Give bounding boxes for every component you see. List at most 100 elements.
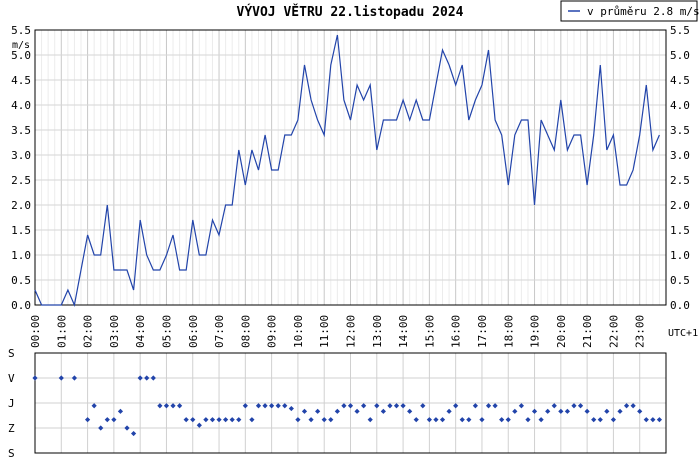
wind-direction-point <box>597 417 603 423</box>
dir-y-tick-label: J <box>8 397 15 410</box>
x-tick-label: 07:00 <box>213 315 226 348</box>
x-tick-label: 13:00 <box>371 315 384 348</box>
x-tick-label: 22:00 <box>607 315 620 348</box>
wind-direction-point <box>505 417 511 423</box>
wind-direction-point <box>249 417 255 423</box>
wind-direction-point <box>295 417 301 423</box>
y-tick-label-left: 4.5 <box>11 74 31 87</box>
wind-direction-point <box>367 417 373 423</box>
wind-direction-point <box>485 403 492 409</box>
wind-direction-point <box>117 408 124 414</box>
y-tick-label-right: 1.0 <box>670 249 690 262</box>
x-tick-label: 23:00 <box>634 315 647 348</box>
wind-direction-point <box>650 417 656 423</box>
wind-direction-point <box>216 417 222 423</box>
wind-direction-point <box>242 403 248 409</box>
y-tick-label-right: 2.0 <box>670 199 690 212</box>
wind-direction-point <box>630 403 636 409</box>
wind-direction-point <box>387 403 393 409</box>
wind-direction-point <box>623 403 630 409</box>
wind-direction-point <box>84 417 91 423</box>
wind-direction-point <box>499 417 505 423</box>
wind-direction-point <box>203 417 209 423</box>
wind-direction-point <box>262 403 268 409</box>
wind-direction-point <box>301 408 308 414</box>
wind-speed-panel: 0.0 0.0 0.5 0.5 1.0 1.0 1.5 1.5 2.0 2.0 2.5 2.5 3.0 3… <box>11 24 690 348</box>
wind-direction-point <box>255 403 262 409</box>
x-tick-label: 03:00 <box>108 315 121 348</box>
dir-y-tick-label: V <box>8 372 15 385</box>
wind-direction-point <box>577 403 584 409</box>
y-tick-label-left: 5.0 <box>11 49 31 62</box>
wind-direction-point <box>229 417 235 423</box>
y-tick-label-right: 5.5 <box>670 24 690 37</box>
wind-direction-point <box>433 417 439 423</box>
wind-direction-point <box>71 375 78 381</box>
x-tick-label: 06:00 <box>187 315 200 348</box>
x-tick-label: 17:00 <box>476 315 489 348</box>
chart-title: VÝVOJ VĚTRU 22.listopadu 2024 <box>237 4 464 20</box>
wind-direction-point <box>584 408 590 414</box>
y-tick-label-left: 1.5 <box>11 224 31 237</box>
wind-direction-point <box>564 408 571 414</box>
wind-direction-point <box>157 403 163 409</box>
dir-y-tick-label: S <box>8 347 15 360</box>
wind-direction-point <box>163 403 170 409</box>
wind-direction-point <box>269 403 275 409</box>
wind-direction-point <box>275 403 281 409</box>
y-tick-label-left: 5.5 <box>11 24 31 37</box>
wind-direction-point <box>98 425 104 431</box>
wind-direction-point <box>124 425 130 431</box>
wind-direction-point <box>334 408 340 414</box>
x-tick-label: 15:00 <box>423 315 436 348</box>
legend-label: v průměru 2.8 m/s <box>587 5 700 18</box>
x-tick-label: 09:00 <box>266 315 279 348</box>
y-tick-label-right: 3.5 <box>670 124 690 137</box>
wind-direction-point <box>459 417 465 423</box>
x-tick-label: 16:00 <box>450 315 463 348</box>
wind-direction-point <box>492 403 498 409</box>
wind-direction-point <box>282 403 288 409</box>
wind-direction-point <box>453 403 459 409</box>
x-tick-label: 05:00 <box>160 315 173 348</box>
wind-direction-point <box>591 417 597 423</box>
y-tick-label-right: 5.0 <box>670 49 690 62</box>
wind-direction-point <box>466 417 472 423</box>
wind-direction-point <box>111 417 117 423</box>
y-tick-label-left: 2.5 <box>11 174 31 187</box>
y-tick-label-right: 1.5 <box>670 224 690 237</box>
wind-direction-point <box>196 422 202 428</box>
wind-direction-point <box>531 408 538 414</box>
y-tick-label-left: 0.0 <box>11 299 31 312</box>
wind-direction-point <box>558 408 564 414</box>
wind-direction-point <box>58 375 64 381</box>
wind-direction-point <box>144 375 150 381</box>
y-axis-unit-label: m/s <box>12 40 30 51</box>
wind-direction-point <box>361 403 367 409</box>
wind-direction-point <box>472 403 478 409</box>
x-tick-label: 11:00 <box>318 315 331 348</box>
y-tick-label-left: 3.5 <box>11 124 31 137</box>
legend: v průměru 2.8 m/s <box>560 0 700 22</box>
wind-direction-point <box>400 403 406 409</box>
wind-direction-point <box>328 417 334 423</box>
y-tick-label-left: 0.5 <box>11 274 31 287</box>
x-tick-label: 00:00 <box>29 315 42 348</box>
wind-direction-point <box>170 403 176 409</box>
wind-direction-point <box>177 403 183 409</box>
wind-direction-point <box>571 403 577 409</box>
wind-direction-point <box>617 408 623 414</box>
y-tick-label-right: 0.0 <box>670 299 690 312</box>
wind-direction-point <box>610 417 617 423</box>
wind-direction-point <box>130 430 137 437</box>
x-tick-label: 02:00 <box>82 315 95 348</box>
wind-direction-point <box>656 417 663 423</box>
wind-direction-point <box>104 417 110 423</box>
wind-direction-point <box>321 417 327 423</box>
x-tick-label: 18:00 <box>502 315 515 348</box>
wind-direction-point <box>420 403 426 409</box>
x-tick-label: 19:00 <box>529 315 542 348</box>
wind-direction-point <box>545 408 551 414</box>
